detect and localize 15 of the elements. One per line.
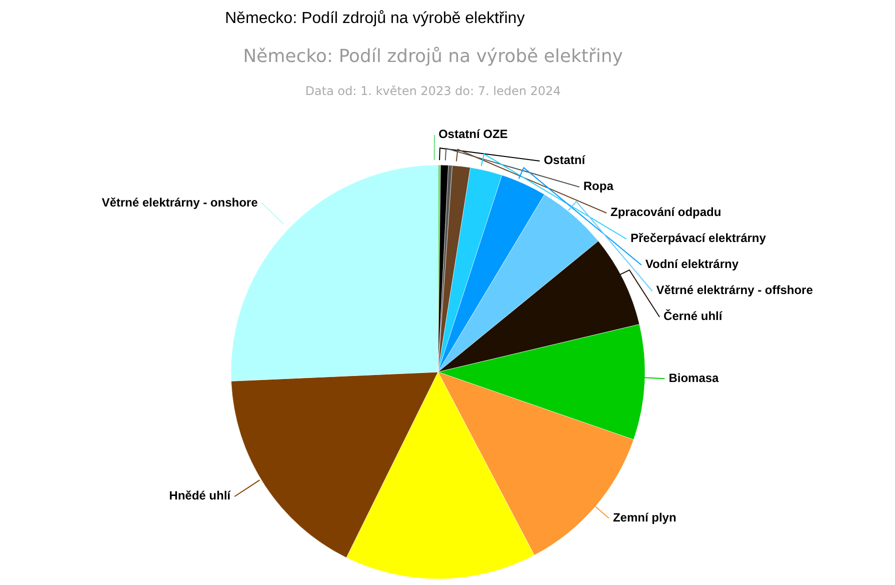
slice-label: Zpracování odpadu (610, 205, 722, 220)
slice-label: Větrné elektrárny - onshore (102, 195, 258, 210)
chart-subtitle: Německo: Podíl zdrojů na výrobě elektřiny (242, 46, 624, 67)
slice-label: Biomasa (668, 370, 720, 385)
slice-label: Ostatní (544, 153, 586, 168)
slice-label: Větrné elektrárny - offshore (656, 283, 814, 298)
slice-label: Vodní elektrárny (645, 257, 739, 272)
slice-label: Hnědé uhlí (169, 488, 232, 503)
slice-label: Přečerpávací elektrárny (630, 231, 766, 246)
slice-label: Zemní plyn (612, 510, 676, 524)
slice-label: Ropa (583, 179, 614, 194)
chart-title: Německo: Podíl zdrojů na výrobě elektřiny (225, 10, 525, 28)
slice-label: Ostatní OZE (438, 127, 508, 142)
slice-label: Černé uhlí (664, 309, 723, 324)
text: Data od: 1. květen 2023 do: 7. leden 2024 (304, 84, 562, 98)
